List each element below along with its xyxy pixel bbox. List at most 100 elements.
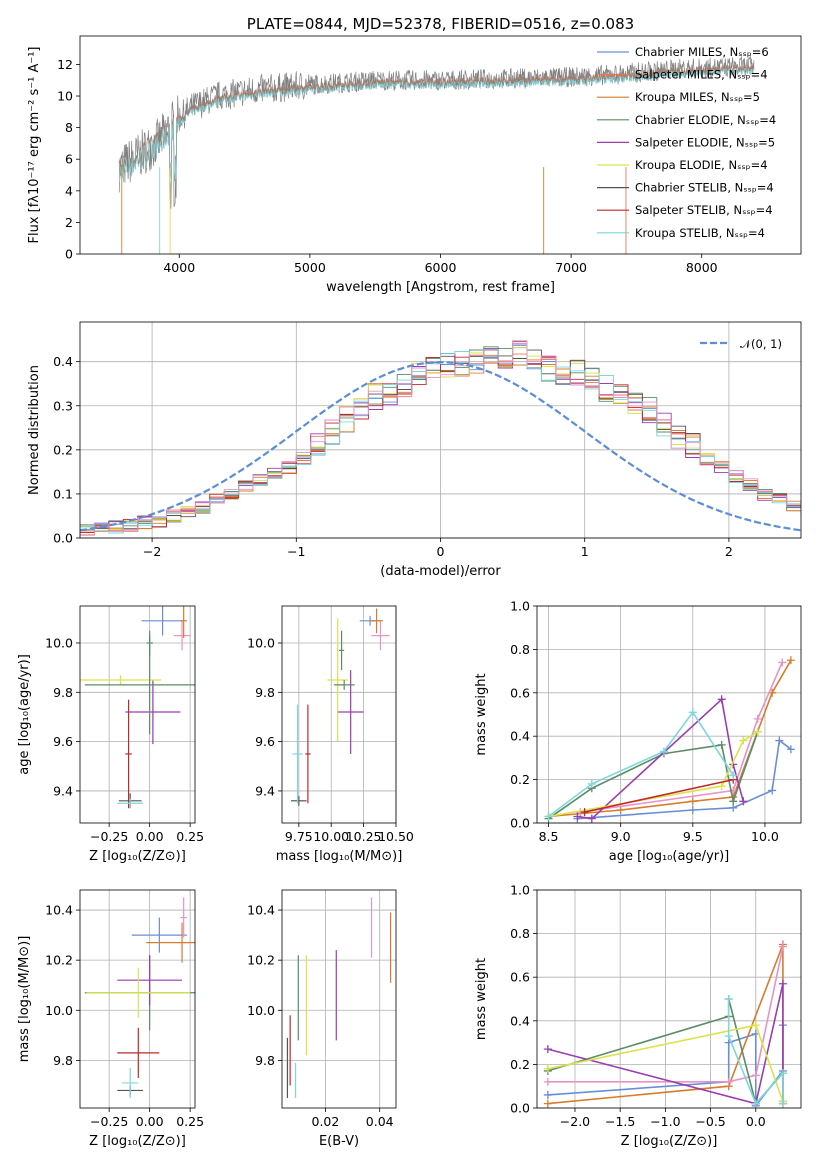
error-bar-point [117, 798, 144, 809]
residual-histogram [80, 354, 801, 532]
weight-series-marker [724, 1032, 733, 1041]
legend-label: Kroupa MILES, Nₛₛₚ=5 [635, 90, 760, 104]
error-bar-point [117, 1027, 160, 1078]
y-tick-label: 1.0 [510, 883, 530, 898]
y-tick-label: 9.8 [53, 1053, 73, 1068]
error-bar-point [141, 606, 184, 636]
y-axis-label: Normed distribution [27, 365, 42, 495]
plot-area [80, 606, 195, 809]
residual-histogram [80, 344, 801, 533]
y-tick-label: 10.0 [45, 635, 73, 650]
error-bar-point [131, 917, 187, 953]
y-tick-label: 0.2 [53, 442, 73, 457]
weight-series-marker [717, 695, 726, 704]
panel-weight-vs-age: 8.5 9.0 9.5 10.0 0.0 0.2 0.4 0.6 0.8 1.0 age [log₁… [474, 599, 802, 864]
x-tick-label: 10.00 [313, 829, 349, 844]
error-bar-point [371, 620, 390, 651]
x-tick-label: 2 [725, 544, 733, 559]
weight-series-marker [729, 771, 738, 780]
y-tick-label: 0.0 [510, 816, 530, 831]
y-tick-label: 9.8 [255, 1053, 275, 1068]
error-bar-point [305, 704, 311, 804]
weight-series-line [584, 778, 734, 813]
weight-series-marker [751, 1021, 760, 1030]
weight-series-marker [724, 1077, 733, 1086]
axes-frame [536, 889, 802, 1109]
weight-series-marker [778, 1069, 787, 1078]
x-axis-label: E(B-V) [319, 1134, 359, 1149]
x-tick-label: 0.25 [176, 1114, 204, 1129]
x-tick-label: 10.50 [378, 829, 414, 844]
y-tick-label: 9.4 [53, 783, 73, 798]
weight-series-marker [751, 1099, 760, 1108]
error-bar-point [122, 1067, 139, 1098]
normal-curve [80, 360, 801, 532]
y-tick-label: 0.3 [53, 398, 73, 413]
error-bar-point [370, 608, 384, 634]
error-bar-point [117, 955, 183, 1006]
x-tick-label: 6000 [425, 260, 457, 275]
plot-area [118, 56, 755, 254]
y-tick-label: 10.0 [247, 1003, 275, 1018]
y-axis-label: mass weight [474, 958, 489, 1040]
y-tick-label: 10.2 [45, 953, 73, 968]
legend-label: Salpeter STELIB, Nₛₛₚ=4 [635, 203, 773, 217]
error-bar-point [292, 704, 303, 804]
y-tick-label: 10.0 [45, 1003, 73, 1018]
weight-series-marker [688, 805, 697, 814]
weight-series-marker [543, 1045, 552, 1054]
plot-area [80, 340, 801, 536]
plot-area [291, 608, 390, 806]
plot-area [543, 940, 787, 1108]
y-tick-label: 6 [65, 152, 73, 167]
x-tick-label: 9.0 [611, 829, 631, 844]
weight-series-marker [573, 812, 582, 821]
x-tick-label: 0.00 [136, 1114, 164, 1129]
error-bar-point [146, 922, 195, 963]
x-tick-label: 9.5 [683, 829, 703, 844]
y-tick-label: 10.2 [247, 953, 275, 968]
error-bar-point [327, 618, 349, 742]
legend-label: 𝒩(0, 1) [740, 337, 782, 351]
x-tick-label: −1.5 [605, 1114, 635, 1129]
x-axis-label: Z [log₁₀(Z/Z⊙)] [89, 849, 186, 864]
x-axis-label: age [log₁₀(age/yr)] [609, 849, 730, 864]
weight-series-marker [543, 1077, 552, 1086]
weight-series-marker [543, 1064, 552, 1073]
axes-frame [79, 605, 196, 824]
residual-histogram [80, 353, 801, 536]
y-tick-label: 10.4 [45, 903, 73, 918]
plot-area [286, 897, 392, 1098]
weight-series-marker [543, 1090, 552, 1099]
weight-series-line [548, 731, 759, 818]
panel-spectrum: 4000 5000 6000 7000 8000 0 2 4 6 8 10 12 wavelength … [27, 15, 802, 295]
axes-frame [281, 889, 397, 1109]
panel-mass-vs-ebv: 0.02 0.04 9.8 10.0 10.2 10.4 E(B-V) [247, 889, 397, 1149]
panel-age-vs-z: −0.25 0.00 0.25 9.4 9.6 9.8 10.0 Z [log₁₀(Z/Z⊙)… [17, 605, 204, 864]
weight-series-marker [717, 740, 726, 749]
x-tick-label: −1.0 [650, 1114, 680, 1129]
x-axis-label: Z [log₁₀(Z/Z⊙)] [89, 1134, 186, 1149]
panel-mass-vs-z: −0.25 0.00 0.25 9.8 10.0 10.2 10.4 Z [log₁₀(Z/Z… [17, 889, 204, 1149]
weight-series-marker [778, 979, 787, 988]
weight-series-marker [739, 736, 748, 745]
weight-series-marker [688, 797, 697, 806]
weight-series-marker [768, 786, 777, 795]
weight-series-marker [544, 812, 553, 821]
y-tick-label: 0.6 [510, 970, 530, 985]
axes-frame [79, 35, 802, 255]
weight-series-line [547, 946, 784, 1083]
y-tick-label: 0.6 [510, 685, 530, 700]
y-tick-label: 8 [65, 120, 73, 135]
chart-title: PLATE=0844, MJD=52378, FIBERID=0516, z=0… [247, 15, 634, 33]
x-tick-label: 9.75 [285, 829, 313, 844]
x-tick-label: −0.5 [695, 1114, 725, 1129]
error-bar-point [180, 606, 187, 639]
y-tick-label: 0.4 [53, 354, 73, 369]
x-tick-label: −2 [143, 544, 161, 559]
weight-series-marker [778, 658, 787, 667]
x-tick-label: −2.0 [560, 1114, 590, 1129]
x-tick-label: 0.0 [746, 1114, 766, 1129]
